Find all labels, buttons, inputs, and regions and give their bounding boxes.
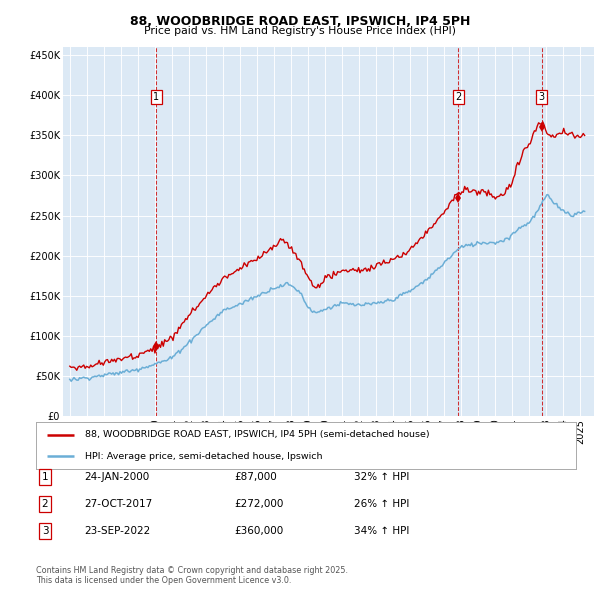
Text: 34% ↑ HPI: 34% ↑ HPI [354,526,409,536]
Text: 2: 2 [41,499,49,509]
Text: 1: 1 [153,92,159,102]
Text: HPI: Average price, semi-detached house, Ipswich: HPI: Average price, semi-detached house,… [85,452,322,461]
Text: £272,000: £272,000 [234,499,283,509]
Text: 88, WOODBRIDGE ROAD EAST, IPSWICH, IP4 5PH: 88, WOODBRIDGE ROAD EAST, IPSWICH, IP4 5… [130,15,470,28]
Text: 1: 1 [41,472,49,481]
Text: 23-SEP-2022: 23-SEP-2022 [84,526,150,536]
Text: 3: 3 [41,526,49,536]
Text: 88, WOODBRIDGE ROAD EAST, IPSWICH, IP4 5PH (semi-detached house): 88, WOODBRIDGE ROAD EAST, IPSWICH, IP4 5… [85,430,429,439]
Text: 3: 3 [539,92,545,102]
Text: Contains HM Land Registry data © Crown copyright and database right 2025.
This d: Contains HM Land Registry data © Crown c… [36,566,348,585]
Text: 27-OCT-2017: 27-OCT-2017 [84,499,152,509]
Text: 26% ↑ HPI: 26% ↑ HPI [354,499,409,509]
Text: 32% ↑ HPI: 32% ↑ HPI [354,472,409,481]
Text: £87,000: £87,000 [234,472,277,481]
Text: Price paid vs. HM Land Registry's House Price Index (HPI): Price paid vs. HM Land Registry's House … [144,26,456,36]
Text: £360,000: £360,000 [234,526,283,536]
Text: 24-JAN-2000: 24-JAN-2000 [84,472,149,481]
Text: 2: 2 [455,92,461,102]
